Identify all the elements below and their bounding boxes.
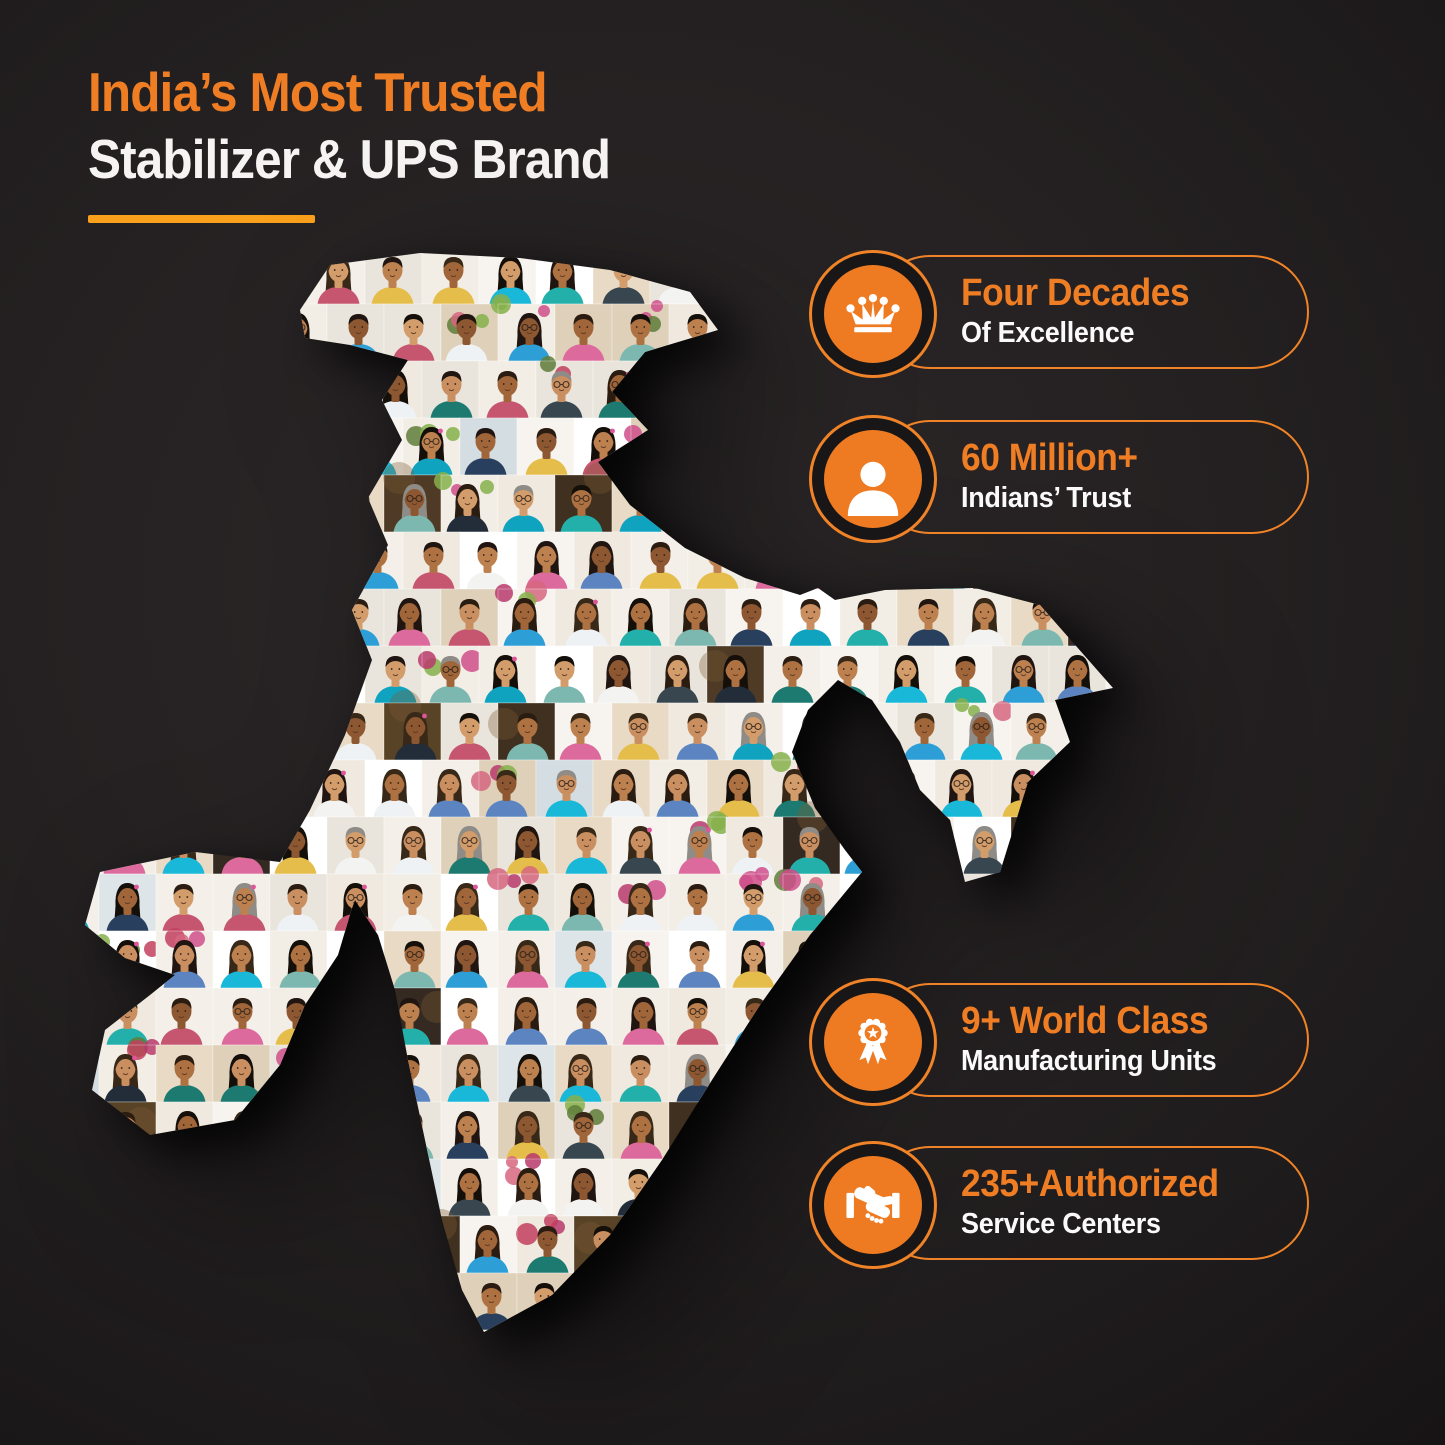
- badge-icon-ring: [809, 250, 937, 378]
- badge-four-decades: Four Decades Of Excellence: [809, 250, 1309, 378]
- person-icon: [847, 461, 899, 516]
- title-underline: [88, 215, 315, 223]
- badge-icon-ring: [809, 1141, 937, 1269]
- crown-icon: [846, 293, 900, 333]
- badge-icon-disc: [824, 1156, 922, 1254]
- badge-icon-disc: [824, 993, 922, 1091]
- badge-icon-disc: [824, 265, 922, 363]
- badge-headline: 60 Million+: [961, 437, 1138, 479]
- badge-subline: Indians’ Trust: [961, 482, 1131, 514]
- badge-headline: 235+Authorized: [961, 1163, 1219, 1205]
- badge-manufacturing-units: 9+ World Class Manufacturing Units: [809, 978, 1309, 1106]
- handshake-icon: [846, 1185, 900, 1224]
- title-main-line: Stabilizer & UPS Brand: [88, 128, 611, 190]
- badge-text: 235+Authorized Service Centers: [961, 1162, 1219, 1242]
- badge-subline: Of Excellence: [961, 317, 1135, 349]
- page-title: India’s Most Trusted Stabilizer & UPS Br…: [88, 60, 668, 223]
- award-ribbon-icon: [858, 1018, 888, 1065]
- badge-indians-trust: 60 Million+ Indians’ Trust: [809, 415, 1309, 543]
- badge-text: Four Decades Of Excellence: [961, 271, 1190, 351]
- badge-headline: 9+ World Class: [961, 1000, 1209, 1042]
- badge-icon-ring: [809, 415, 937, 543]
- badge-text: 60 Million+ Indians’ Trust: [961, 436, 1138, 516]
- badge-subline: Service Centers: [961, 1208, 1161, 1240]
- india-photo-mosaic-map: [80, 253, 1115, 1333]
- badge-icon-ring: [809, 978, 937, 1106]
- badge-headline: Four Decades: [961, 272, 1190, 314]
- badge-icon-disc: [824, 430, 922, 528]
- title-accent-line: India’s Most Trusted: [88, 61, 548, 123]
- badge-service-centers: 235+Authorized Service Centers: [809, 1141, 1309, 1269]
- badge-text: 9+ World Class Manufacturing Units: [961, 999, 1217, 1079]
- badge-subline: Manufacturing Units: [961, 1045, 1217, 1077]
